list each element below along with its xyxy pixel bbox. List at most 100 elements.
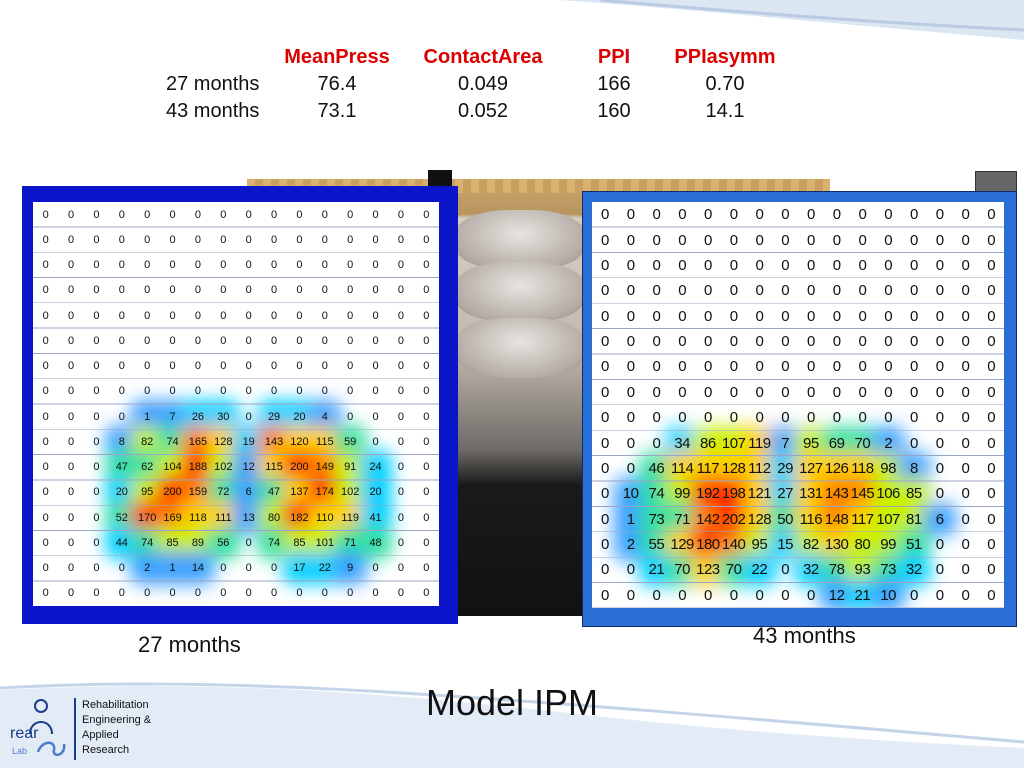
pressure-cell: 0 <box>42 208 49 221</box>
pressure-cell: 0 <box>987 206 996 224</box>
pressure-cell: 0 <box>321 309 328 322</box>
pressure-cell: 101 <box>315 536 334 549</box>
pressure-cell: 145 <box>850 485 875 503</box>
pressure-cell: 85 <box>166 536 179 549</box>
pressure-cell: 0 <box>271 587 278 600</box>
pressure-cell: 126 <box>824 459 849 477</box>
pressure-cell: 0 <box>703 383 712 401</box>
pressure-cell: 0 <box>220 284 227 297</box>
pressure-cell: 0 <box>961 434 970 452</box>
pressure-cell: 0 <box>909 206 918 224</box>
pressure-cell: 0 <box>144 233 151 246</box>
pressure-cell: 0 <box>296 385 303 398</box>
pressure-cell: 0 <box>397 334 404 347</box>
pressure-cell: 0 <box>245 360 252 373</box>
pressure-cell: 0 <box>961 510 970 528</box>
pressure-cell: 51 <box>906 536 922 554</box>
pressure-cell: 85 <box>293 536 306 549</box>
pressure-cell: 41 <box>369 511 382 524</box>
pressure-cell: 0 <box>987 333 996 351</box>
pressure-cell: 95 <box>141 486 154 499</box>
rear-lab-logo: rear Lab Rehabilitation Engineering & Ap… <box>6 694 166 764</box>
pressure-cell: 21 <box>854 586 871 604</box>
pressure-cell: 0 <box>118 334 125 347</box>
pressure-cell: 0 <box>935 282 944 300</box>
pressure-cell: 0 <box>781 561 790 579</box>
pressure-cell: 0 <box>652 231 661 249</box>
pressure-cell: 0 <box>220 259 227 272</box>
pressure-cell: 0 <box>372 284 379 297</box>
pressure-cell: 0 <box>858 231 867 249</box>
pressure-cell: 0 <box>652 358 661 376</box>
pressure-cell: 0 <box>600 459 609 477</box>
pressure-cell: 0 <box>987 231 996 249</box>
pressure-cell: 0 <box>832 358 841 376</box>
pressure-cell: 0 <box>347 385 354 398</box>
svg-text:rear: rear <box>10 725 39 742</box>
pressure-cell: 0 <box>729 256 738 274</box>
pressure-cell: 200 <box>290 461 309 474</box>
pressure-cell: 148 <box>824 510 849 528</box>
pressure-cell: 0 <box>93 461 100 474</box>
pressure-cell: 2 <box>144 562 151 575</box>
pressure-cell: 0 <box>935 206 944 224</box>
pressure-cell: 82 <box>141 435 154 448</box>
pressure-cell: 0 <box>987 409 996 427</box>
pressure-cell: 0 <box>169 587 176 600</box>
pressure-cell: 0 <box>93 385 100 398</box>
pressure-cell: 0 <box>169 284 176 297</box>
pressure-cell: 0 <box>858 307 867 325</box>
pressure-cell: 0 <box>652 409 661 427</box>
pressure-cell: 82 <box>803 536 819 554</box>
pressure-cell: 0 <box>703 586 712 604</box>
pressure-cell: 0 <box>169 208 176 221</box>
pressure-cell: 0 <box>296 259 303 272</box>
pressure-cell: 0 <box>68 461 75 474</box>
pressure-cell: 0 <box>781 358 790 376</box>
pressure-cell: 0 <box>194 259 201 272</box>
pressure-cell: 0 <box>935 409 944 427</box>
pressure-cell: 0 <box>397 486 404 499</box>
pressure-cell: 0 <box>372 562 379 575</box>
pressure-cell: 0 <box>423 284 430 297</box>
pressure-cell: 0 <box>397 562 404 575</box>
pressure-cell: 0 <box>781 333 790 351</box>
pressure-cell: 0 <box>397 461 404 474</box>
pressure-cell: 0 <box>909 307 918 325</box>
pressure-cell: 0 <box>347 334 354 347</box>
pressure-cell: 0 <box>626 206 635 224</box>
pressure-cell: 0 <box>600 536 609 554</box>
pressure-cell: 0 <box>372 259 379 272</box>
pressure-cell: 0 <box>987 459 996 477</box>
pressure-cell: 0 <box>245 562 252 575</box>
pressure-cell: 0 <box>884 307 893 325</box>
pressure-cell: 0 <box>144 360 151 373</box>
pressure-values: 0 0 0 0 0 0 0 0 0 0 0 0 0 0 0 0 0 0 0 0 0 0 0 0 0 0 0 0 0 0 0 0 0 0 0 0 0 0 0 0… <box>33 202 439 606</box>
pressure-cell: 0 <box>703 333 712 351</box>
pressure-cell: 123 <box>696 561 720 579</box>
pressure-cell: 200 <box>163 486 182 499</box>
pressure-cell: 0 <box>245 309 252 322</box>
pressure-cell: 0 <box>987 307 996 325</box>
pressure-cell: 0 <box>626 459 635 477</box>
pressure-cell: 98 <box>880 459 896 477</box>
pressure-cell: 1 <box>626 510 635 528</box>
logo-divider <box>74 698 76 760</box>
pressure-cell: 0 <box>220 385 227 398</box>
pressure-cell: 48 <box>369 536 382 549</box>
pressure-cell: 0 <box>832 206 841 224</box>
pressure-cell: 0 <box>42 536 49 549</box>
pressure-cell: 0 <box>961 231 970 249</box>
pressure-cell: 0 <box>93 309 100 322</box>
pressure-cell: 0 <box>600 333 609 351</box>
pressure-cell: 0 <box>68 511 75 524</box>
frame-tab <box>975 171 1017 193</box>
pressure-cell: 117 <box>696 459 720 477</box>
pressure-cell: 0 <box>68 486 75 499</box>
pressure-cell: 0 <box>93 562 100 575</box>
pressure-cell: 0 <box>806 586 815 604</box>
pressure-cell: 119 <box>341 511 359 524</box>
pressure-cell: 29 <box>777 459 793 477</box>
pressure-grid: 0 0 0 0 0 0 0 0 0 0 0 0 0 0 0 0 0 0 0 0 0 0 0 0 0 0 0 0 0 0 0 0 0 0 0 0 0 0 0 0… <box>33 202 439 606</box>
pressure-cell: 0 <box>245 334 252 347</box>
